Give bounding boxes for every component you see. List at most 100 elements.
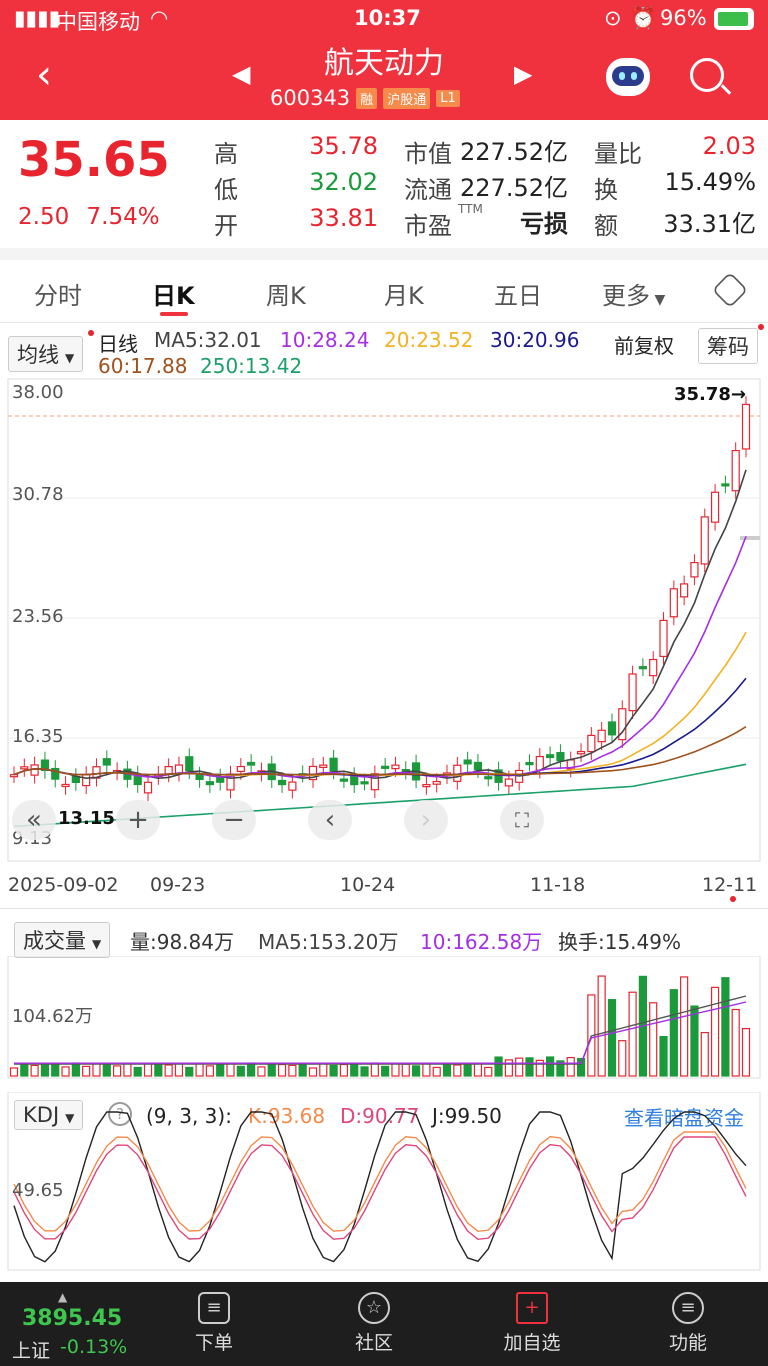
nav-add-watchlist-label: 加自选 (503, 1332, 561, 1354)
search-icon[interactable] (690, 58, 724, 92)
level1-tag: L1 (436, 89, 460, 107)
index-name: 上证 (12, 1340, 51, 1362)
volume-bar (112, 1065, 122, 1077)
carrier-label: 中国移动 (56, 10, 140, 34)
kdj-y-label: 49.65 (12, 1180, 64, 1201)
float-label: 流通 (404, 176, 452, 204)
volume-bar (731, 1008, 740, 1077)
ma5-line (13, 469, 747, 780)
period-tabs: 分时 日K 周K 月K 五日 更多 ▼ (0, 262, 768, 320)
candle-body (422, 784, 431, 788)
zoom-out-icon[interactable]: − (212, 800, 256, 840)
volume-bar (288, 1064, 297, 1077)
tab-more[interactable]: 更多 ▼ (602, 276, 665, 311)
volume-bar (185, 1066, 194, 1077)
tab-daily-k[interactable]: 日K (152, 282, 195, 310)
volume-bar (525, 1057, 534, 1077)
candle-body (20, 766, 29, 770)
chip-button[interactable]: 筹码 (698, 328, 758, 364)
volume-bar (154, 1064, 163, 1077)
nav-community[interactable]: ☆ 社区 (324, 1286, 424, 1355)
volume-bar (298, 1062, 307, 1077)
prev-stock-icon[interactable]: ◀ (232, 60, 251, 88)
fullscreen-icon[interactable]: ⛶ (500, 800, 544, 840)
candle-body (164, 766, 173, 775)
rewind-icon[interactable]: « (12, 800, 56, 840)
robot-assistant-icon[interactable] (606, 58, 650, 96)
volume-bar (690, 1005, 699, 1077)
index-value[interactable]: 3895.45 (22, 1306, 123, 1331)
candle-body (61, 783, 70, 788)
volume-bar (556, 1060, 565, 1077)
settings-hexagon-icon[interactable] (711, 271, 749, 309)
candle-body (659, 619, 668, 658)
candle-body (391, 764, 400, 770)
volume-bar (9, 1067, 19, 1077)
volume-bar (216, 1063, 225, 1077)
indicator-select-volume[interactable]: 成交量 ▼ (14, 922, 111, 958)
tab-five-day[interactable]: 五日 (494, 282, 542, 310)
volume-ma5-line (14, 995, 747, 1065)
volume-chart[interactable] (0, 956, 768, 1080)
turnover-label: 换 (594, 176, 618, 204)
volume-bar (411, 1065, 421, 1077)
zoom-in-icon[interactable]: + (116, 800, 160, 840)
chevron-down-icon: ▼ (650, 292, 666, 308)
candle-body (247, 761, 256, 766)
stock-code: 600343 (270, 86, 351, 110)
next-stock-icon[interactable]: ▶ (514, 60, 533, 88)
candle-body (587, 734, 596, 753)
float-value: 227.52亿 (460, 174, 568, 202)
alarm-icon: ⏰ (630, 6, 657, 30)
candle-body (174, 764, 184, 774)
tabs-divider (0, 322, 768, 323)
kdj-chart[interactable] (0, 1092, 768, 1272)
volume-bar (195, 1062, 204, 1077)
functions-menu-icon: ≡ (672, 1292, 704, 1324)
y-axis-label-2: 30.78 (12, 484, 64, 505)
volume-y-label: 104.62万 (12, 1006, 93, 1027)
pe-label: 市盈 (404, 212, 452, 240)
tab-monthly-k[interactable]: 月K (384, 282, 424, 310)
chevron-down-icon: ▼ (92, 937, 102, 951)
tab-weekly-k[interactable]: 周K (266, 282, 306, 310)
volume-bar (494, 1056, 503, 1077)
help-icon[interactable]: ? (108, 1102, 132, 1126)
candle-body (504, 778, 513, 787)
indicator-select-kdj[interactable]: KDJ ▼ (14, 1100, 84, 1130)
mktcap-label: 市值 (404, 140, 452, 168)
volume-bar (247, 1062, 256, 1077)
ma-select-label: 均线 (17, 343, 59, 367)
adjust-toggle[interactable]: 前复权 (614, 334, 674, 358)
scroll-left-icon[interactable]: ‹ (308, 800, 352, 840)
volume-bar (329, 1064, 338, 1077)
candle-body (185, 756, 194, 772)
scroll-right-icon[interactable]: › (404, 800, 448, 840)
date-label-5: 12-11 (702, 874, 758, 896)
nav-functions[interactable]: ≡ 功能 (638, 1286, 738, 1355)
order-doc-icon: ≡ (198, 1292, 230, 1324)
ma10-line (13, 536, 747, 778)
volume-bar (401, 1063, 410, 1077)
volume-bar (236, 1065, 245, 1077)
kdj-d-line (13, 1136, 747, 1241)
dark-pool-link[interactable]: 查看暗盘资金 (624, 1106, 744, 1130)
date-label-2: 09-23 (150, 874, 206, 896)
volume-bar (463, 1064, 472, 1077)
kline-chart[interactable] (0, 376, 768, 866)
candle-body (690, 561, 699, 578)
period-label: 日线 (98, 332, 138, 356)
tab-intraday[interactable]: 分时 (34, 282, 82, 310)
community-star-icon: ☆ (358, 1292, 390, 1324)
candle-body (319, 764, 328, 768)
candle-body (494, 769, 503, 783)
candle-body (143, 781, 153, 794)
back-arrow-icon[interactable]: ‹ (36, 52, 52, 98)
nav-add-watchlist[interactable]: + 加自选 (482, 1286, 582, 1355)
ma-select[interactable]: 均线 ▼ (8, 336, 84, 372)
candle-body (329, 757, 338, 772)
candle-body (236, 765, 245, 773)
volume-bar (484, 1066, 493, 1077)
nav-order[interactable]: ≡ 下单 (164, 1286, 264, 1355)
volume-bar (30, 1064, 39, 1077)
